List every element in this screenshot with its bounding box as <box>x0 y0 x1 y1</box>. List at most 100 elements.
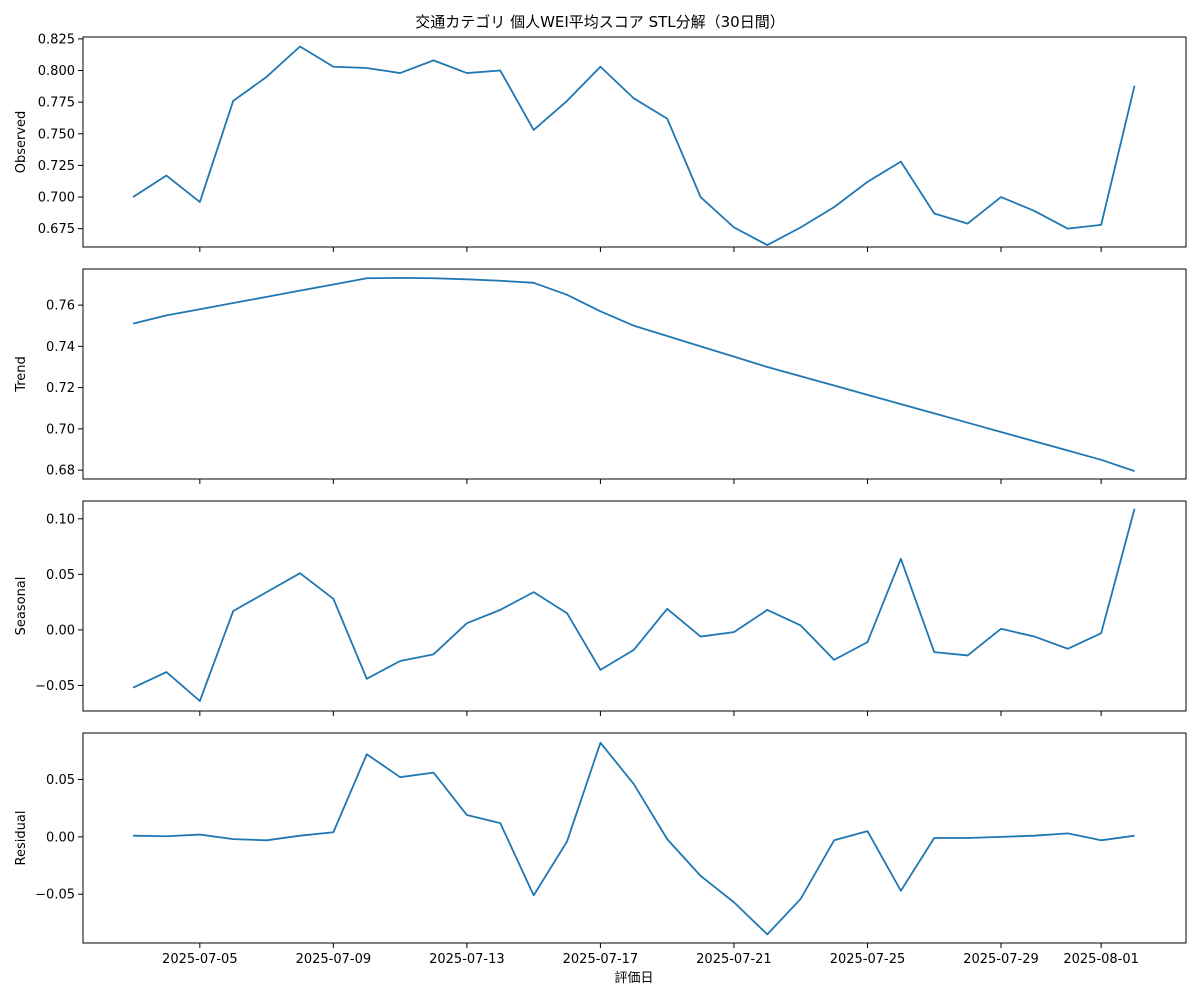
data-point <box>732 901 735 904</box>
data-point <box>899 160 902 163</box>
panel-trend: 0.68 0.70 0.72 0.74 0.76 Trend <box>14 268 1187 484</box>
data-point <box>165 314 168 317</box>
data-point <box>1066 647 1069 650</box>
series-line-seasonal <box>132 508 1136 702</box>
data-point <box>799 897 802 900</box>
data-point <box>799 375 802 378</box>
data-point <box>465 278 468 281</box>
panel-observed: 0.675 0.700 0.725 0.750 0.775 0.800 0.825 Obser… <box>14 32 1187 252</box>
data-point <box>198 833 201 836</box>
axes-frame <box>82 36 1187 248</box>
y-tick-label: 0.700 <box>38 191 75 206</box>
axes-frame <box>82 268 1187 480</box>
data-point <box>566 612 569 615</box>
data-point <box>332 597 335 600</box>
data-point <box>465 72 468 75</box>
data-point <box>833 839 836 842</box>
x-tick-label: 2025-08-01 <box>1063 952 1139 967</box>
x-tick-label: 2025-07-21 <box>696 952 772 967</box>
y-tick-label: 0.70 <box>46 422 75 437</box>
data-point <box>833 206 836 209</box>
y-tick-label: 0.825 <box>38 32 75 47</box>
data-point <box>132 196 135 199</box>
data-point <box>766 365 769 368</box>
data-point <box>933 651 936 654</box>
data-point <box>666 838 669 841</box>
data-point <box>1133 507 1136 510</box>
series-line-trend <box>132 276 1135 473</box>
y-axis-label: Residual <box>14 811 29 866</box>
data-point <box>265 839 268 842</box>
data-point <box>1033 834 1036 837</box>
data-point <box>799 624 802 627</box>
y-tick-label: 0.725 <box>38 159 75 174</box>
data-point <box>332 831 335 834</box>
data-point <box>499 69 502 72</box>
data-point <box>399 660 402 663</box>
data-point <box>1133 470 1136 473</box>
data-point <box>499 608 502 611</box>
data-point <box>766 933 769 936</box>
data-point <box>232 838 235 841</box>
y-tick-label: 0.76 <box>46 299 75 314</box>
data-point <box>1066 449 1069 452</box>
x-tick-label: 2025-07-17 <box>563 952 639 967</box>
data-point <box>365 753 368 756</box>
data-point <box>699 874 702 877</box>
data-point <box>1133 834 1136 837</box>
data-point <box>198 700 201 703</box>
data-point <box>465 814 468 817</box>
data-point <box>933 412 936 415</box>
data-point <box>399 276 402 279</box>
data-point <box>1100 458 1103 461</box>
data-point <box>732 355 735 358</box>
data-point <box>265 75 268 78</box>
data-point <box>666 335 669 338</box>
data-point <box>465 622 468 625</box>
data-point <box>1033 440 1036 443</box>
data-point <box>666 117 669 120</box>
x-tick-label: 2025-07-13 <box>429 952 505 967</box>
data-point <box>165 174 168 177</box>
data-point <box>365 277 368 280</box>
data-point <box>432 653 435 656</box>
data-point <box>532 281 535 284</box>
y-tick-label: 0.00 <box>46 623 75 638</box>
y-axis-label: Observed <box>14 111 29 174</box>
y-tick-label: 0.800 <box>38 64 75 79</box>
data-point <box>132 834 135 837</box>
data-point <box>232 99 235 102</box>
data-point <box>566 99 569 102</box>
x-tick-label: 2025-07-29 <box>963 952 1039 967</box>
x-tick-label: 2025-07-09 <box>296 952 372 967</box>
data-point <box>666 607 669 610</box>
data-point <box>1033 209 1036 212</box>
data-point <box>298 834 301 837</box>
y-tick-label: 0.72 <box>46 381 75 396</box>
series-line-observed <box>132 45 1136 247</box>
data-point <box>399 72 402 75</box>
data-point <box>933 837 936 840</box>
data-point <box>966 837 969 840</box>
data-point <box>298 45 301 48</box>
data-point <box>198 308 201 311</box>
data-point <box>899 889 902 892</box>
data-point <box>198 201 201 204</box>
data-point <box>1133 84 1136 87</box>
data-point <box>499 822 502 825</box>
x-tick-label: 2025-07-25 <box>830 952 906 967</box>
data-point <box>599 310 602 313</box>
data-point <box>1033 635 1036 638</box>
data-point <box>699 345 702 348</box>
data-point <box>132 322 135 325</box>
data-point <box>566 293 569 296</box>
series-line-residual <box>133 741 1135 936</box>
data-point <box>632 783 635 786</box>
y-tick-label: 0.750 <box>38 127 75 142</box>
axes-frame <box>82 732 1187 944</box>
data-point <box>833 658 836 661</box>
data-point <box>165 835 168 838</box>
data-point <box>432 277 435 280</box>
data-point <box>365 677 368 680</box>
